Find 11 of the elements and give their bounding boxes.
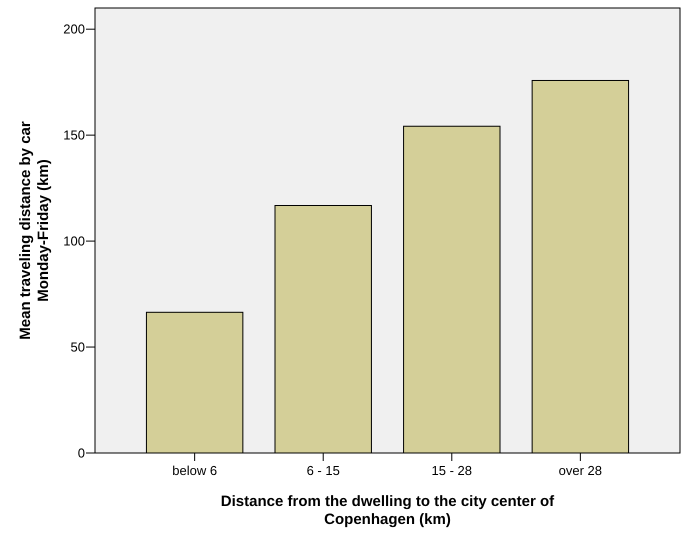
y-axis-title: Mean traveling distance by car Monday-Friday (km)	[17, 121, 52, 340]
x-tick-label: 15 - 28	[432, 463, 472, 478]
x-tick-label: below 6	[172, 463, 218, 478]
x-tick-label: over 28	[558, 463, 602, 478]
y-tick-label: 50	[70, 340, 85, 355]
y-tick-label: 100	[63, 234, 85, 249]
x-axis-title: Distance from the dwelling to the city center of Copenhagen (km)	[220, 493, 556, 528]
x-tick-label: 6 - 15	[306, 463, 340, 478]
y-tick-label: 0	[78, 446, 85, 461]
y-tick-label: 150	[63, 128, 85, 143]
y-tick-label: 200	[63, 22, 85, 37]
